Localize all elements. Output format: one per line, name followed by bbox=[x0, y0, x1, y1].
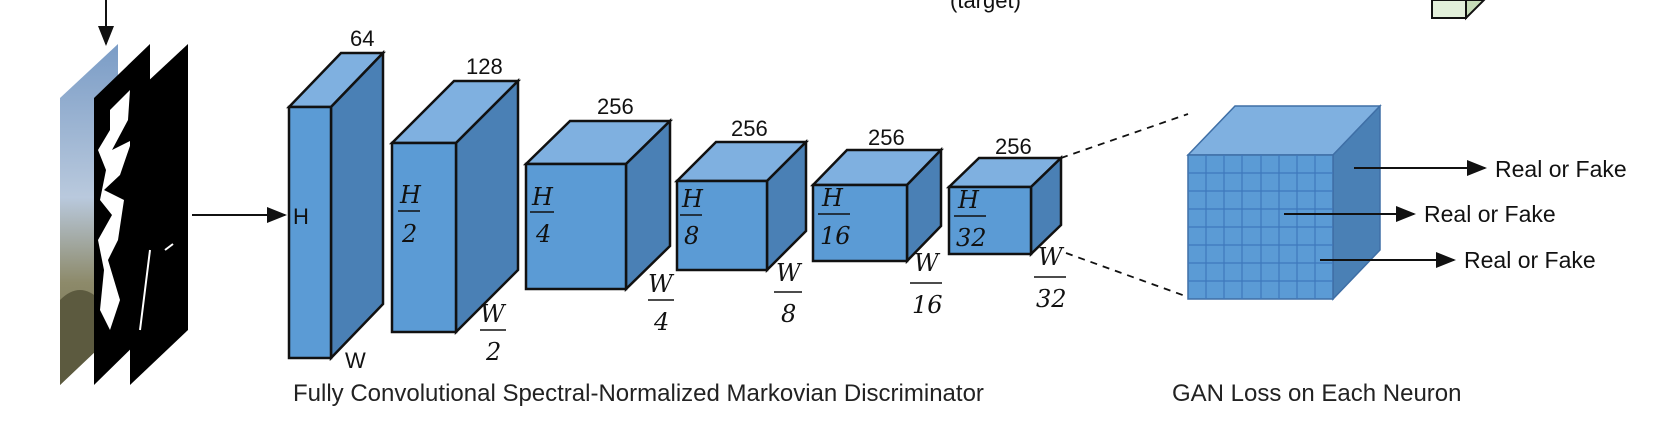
svg-text:32: 32 bbox=[956, 224, 987, 252]
conv-block-2 bbox=[388, 77, 522, 336]
input-edges bbox=[130, 44, 188, 385]
input-image-stack bbox=[60, 44, 188, 385]
block-4-channels: 256 bbox=[731, 116, 768, 141]
conv-block-3 bbox=[522, 118, 674, 292]
output-label-2: Real or Fake bbox=[1424, 201, 1556, 227]
block-6-h-fraction: H 32 bbox=[954, 186, 987, 252]
discriminator-caption: Fully Convolutional Spectral-Normalized … bbox=[293, 380, 984, 407]
block-2-channels: 128 bbox=[466, 54, 503, 79]
svg-text:W: W bbox=[480, 300, 507, 328]
output-label-3: Real or Fake bbox=[1464, 247, 1596, 273]
output-grid bbox=[1188, 155, 1333, 299]
block-2-h-fraction: H 2 bbox=[398, 181, 422, 248]
block-3-channels: 256 bbox=[597, 94, 634, 119]
output-label-1: Real or Fake bbox=[1495, 156, 1627, 182]
svg-text:2: 2 bbox=[401, 220, 417, 248]
loss-caption: GAN Loss on Each Neuron bbox=[1172, 380, 1462, 407]
conv-block-4 bbox=[673, 138, 810, 274]
block-4-w-fraction: W 8 bbox=[774, 259, 803, 328]
projection-line-bottom bbox=[1065, 252, 1189, 298]
conv-block-1 bbox=[286, 49, 386, 362]
svg-text:H: H bbox=[957, 186, 980, 214]
svg-text:W: W bbox=[648, 270, 675, 298]
svg-text:H: H bbox=[399, 181, 422, 209]
svg-text:16: 16 bbox=[820, 222, 851, 250]
block-5-channels: 256 bbox=[868, 125, 905, 150]
svg-text:4: 4 bbox=[653, 308, 669, 336]
svg-text:H: H bbox=[681, 185, 704, 213]
svg-text:4: 4 bbox=[535, 220, 551, 248]
block-5-h-fraction: H 16 bbox=[818, 184, 851, 250]
block-5-w-fraction: W 16 bbox=[910, 249, 943, 319]
block-3-w-fraction: W 4 bbox=[648, 270, 675, 336]
block-3-h-fraction: H 4 bbox=[530, 183, 554, 248]
svg-text:2: 2 bbox=[485, 338, 501, 366]
svg-text:W: W bbox=[1038, 243, 1065, 271]
svg-text:W: W bbox=[914, 249, 941, 277]
svg-text:H: H bbox=[531, 183, 554, 211]
block-6-w-fraction: W 32 bbox=[1034, 243, 1067, 313]
green-cube-icon bbox=[1431, 0, 1486, 21]
svg-text:16: 16 bbox=[912, 291, 943, 319]
svg-text:W: W bbox=[776, 259, 803, 287]
block-1-h-label: H bbox=[293, 204, 309, 229]
conv-block-5 bbox=[810, 146, 944, 265]
projection-line-top bbox=[1060, 113, 1189, 159]
conv-block-6 bbox=[945, 155, 1065, 257]
block-1-channels: 64 bbox=[350, 26, 374, 51]
output-cube bbox=[1186, 104, 1382, 301]
svg-text:32: 32 bbox=[1036, 285, 1067, 313]
svg-text:8: 8 bbox=[781, 300, 796, 328]
svg-text:H: H bbox=[821, 184, 844, 212]
block-6-channels: 256 bbox=[995, 134, 1032, 159]
block-2-w-fraction: W 2 bbox=[480, 300, 507, 366]
block-4-h-fraction: H 8 bbox=[680, 185, 704, 250]
target-label: (target) bbox=[950, 0, 1021, 13]
svg-text:8: 8 bbox=[684, 222, 699, 250]
block-1-w-label: W bbox=[345, 348, 366, 373]
